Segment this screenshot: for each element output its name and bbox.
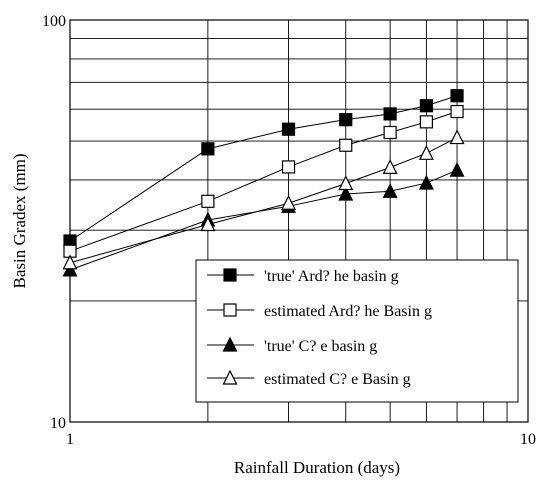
data-point xyxy=(62,261,78,277)
data-point xyxy=(339,138,353,152)
legend-entry: estimated Ard? he Basin g xyxy=(264,303,432,320)
x-tick-label: 10 xyxy=(520,431,536,448)
legend-marker xyxy=(223,303,237,317)
data-point xyxy=(339,113,353,127)
data-point xyxy=(418,174,434,190)
data-point xyxy=(419,99,433,113)
x-axis-label: Rainfall Duration (days) xyxy=(234,458,400,477)
plot-frame xyxy=(69,19,529,423)
series-2 xyxy=(63,104,464,258)
data-point xyxy=(450,104,464,119)
legend-entry: estimated C? e Basin g xyxy=(264,371,411,388)
legend-marker xyxy=(222,369,238,385)
data-point xyxy=(419,115,433,129)
data-point xyxy=(281,160,296,174)
series-line xyxy=(69,95,458,242)
series-line xyxy=(69,137,458,264)
series-line xyxy=(69,169,458,271)
data-point xyxy=(449,129,465,145)
data-point xyxy=(200,216,216,232)
x-tick-label: 1 xyxy=(66,431,74,448)
data-point xyxy=(281,122,296,136)
data-point xyxy=(201,142,215,156)
legend-marker xyxy=(222,336,238,352)
y-axis-label: Basin Gradex (mm) xyxy=(10,153,29,288)
series-group xyxy=(62,89,465,277)
legend-entry: 'true' Ard? he basin g xyxy=(264,268,399,285)
data-point xyxy=(449,161,465,177)
data-point xyxy=(201,194,215,208)
data-point xyxy=(338,175,354,191)
series-1 xyxy=(63,89,464,248)
data-point xyxy=(338,185,354,201)
series-4 xyxy=(62,129,465,270)
data-point xyxy=(281,194,296,210)
y-tick-label: 100 xyxy=(42,13,66,30)
data-point xyxy=(382,159,398,174)
data-point xyxy=(450,89,464,103)
data-point xyxy=(418,144,434,160)
data-point xyxy=(383,125,397,140)
legend-entry: 'true' C? e basin g xyxy=(264,338,377,355)
legend: 'true' Ard? he basin g estimated Ard? he … xyxy=(195,259,519,403)
y-tick-label: 10 xyxy=(50,415,66,432)
data-point xyxy=(62,254,78,270)
data-point xyxy=(383,107,397,121)
legend-marker xyxy=(223,268,237,282)
data-point xyxy=(382,182,398,198)
